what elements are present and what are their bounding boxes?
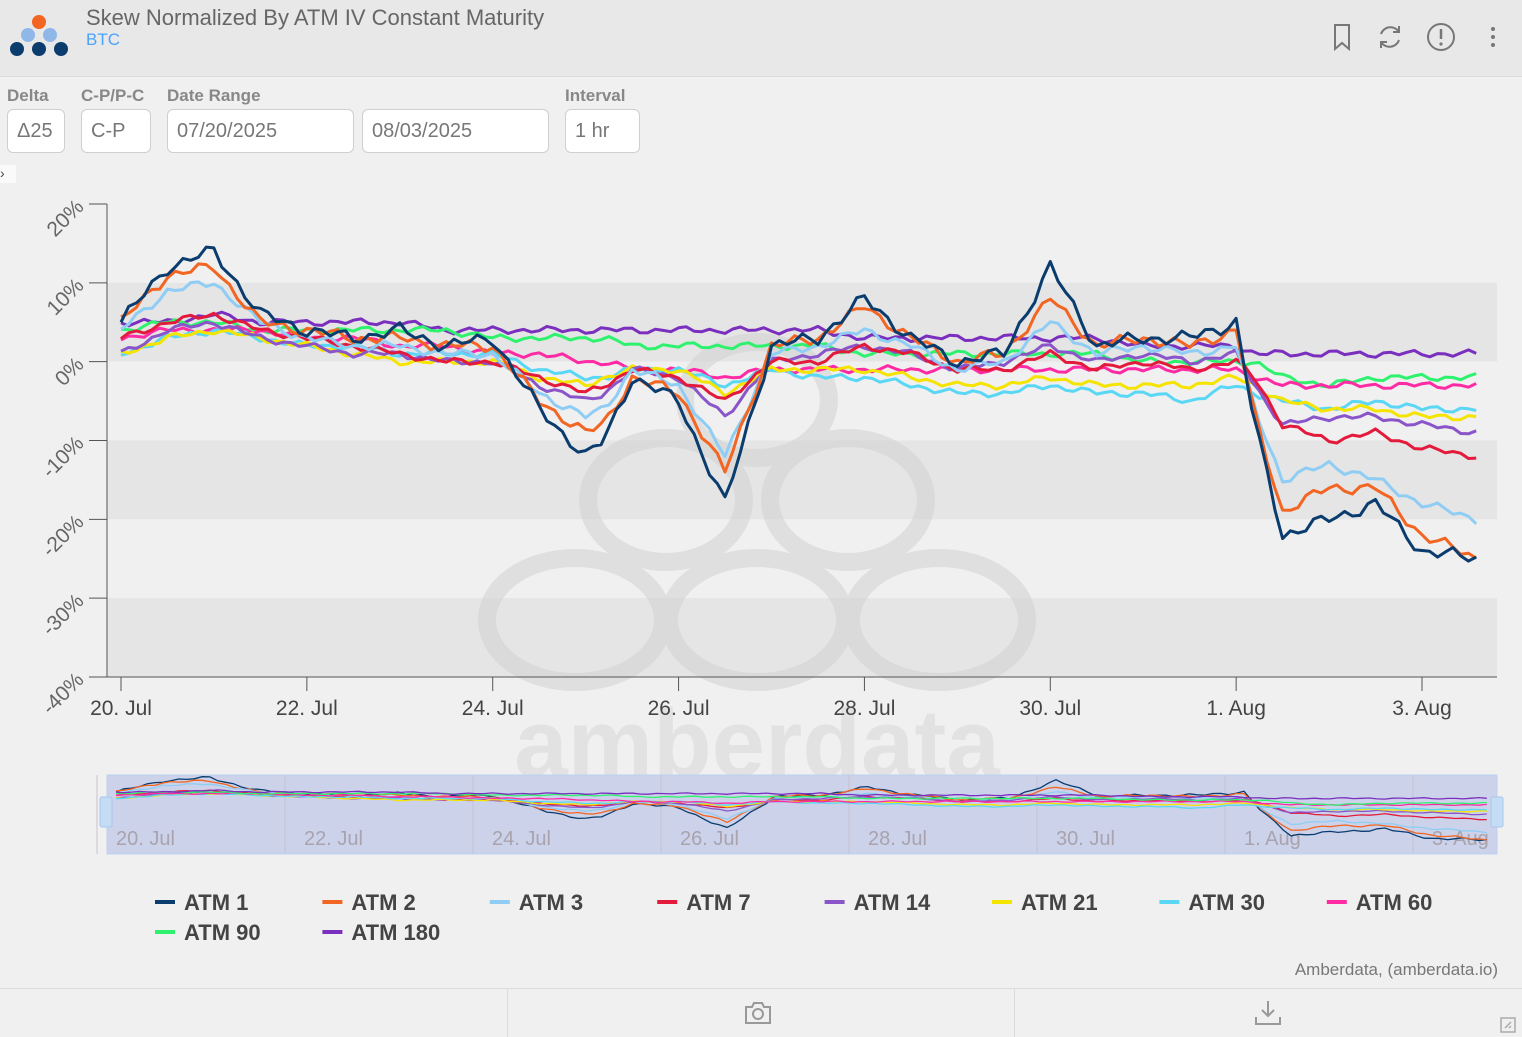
x-tick-label: 26. Jul [648, 697, 710, 720]
legend-label: ATM 7 [686, 890, 750, 915]
legend-label: ATM 90 [184, 920, 261, 945]
delta-label: Delta [7, 86, 49, 105]
chart-header: Skew Normalized By ATM IV Constant Matur… [0, 0, 1522, 77]
x-tick-label: 1. Aug [1206, 697, 1266, 720]
bookmark-icon[interactable] [1327, 22, 1357, 52]
navigator-label: 24. Jul [492, 828, 551, 850]
chart-footer [0, 988, 1522, 1037]
x-tick-label: 28. Jul [833, 697, 895, 720]
y-tick-label: -30% [38, 589, 89, 640]
asset-subtitle: BTC [86, 30, 120, 49]
amberdata-logo [10, 15, 68, 56]
y-tick-label: -20% [38, 511, 89, 562]
series-line-atm-7[interactable] [120, 311, 1477, 460]
navigator-line [115, 789, 1487, 800]
navigator-label: 30. Jul [1056, 828, 1115, 850]
resize-handle-icon[interactable] [1500, 1017, 1516, 1033]
interval-label: Interval [565, 86, 626, 105]
credit-text: Amberdata, (amberdata.io) [1295, 960, 1498, 979]
navigator-line [115, 790, 1487, 806]
legend-item[interactable]: ATM 2 [322, 890, 416, 915]
navigator-label: 1. Aug [1244, 828, 1301, 850]
legend-label: ATM 14 [854, 890, 931, 915]
x-tick-label: 24. Jul [462, 697, 524, 720]
refresh-icon[interactable] [1375, 22, 1405, 52]
x-tick-label: 20. Jul [90, 697, 152, 720]
cpc-select[interactable]: C-P [81, 109, 151, 153]
legend-label: ATM 1 [184, 890, 248, 915]
end-date-input[interactable]: 08/03/2025 [362, 109, 549, 153]
series-line-atm-90[interactable] [120, 318, 1477, 389]
legend-label: ATM 30 [1188, 890, 1265, 915]
series-lines [119, 245, 1478, 563]
legend-label: ATM 21 [1021, 890, 1098, 915]
y-tick-label: -40% [38, 668, 89, 719]
x-tick-label: 30. Jul [1019, 697, 1081, 720]
delta-select[interactable]: Δ25 [7, 109, 65, 153]
series-line-atm-1[interactable] [119, 245, 1477, 563]
legend-item[interactable]: ATM 7 [657, 890, 751, 915]
download-icon[interactable] [1253, 999, 1283, 1027]
x-tick-label: 22. Jul [276, 697, 338, 720]
series-line-atm-180[interactable] [120, 310, 1477, 359]
more-vertical-icon[interactable] [1478, 22, 1508, 52]
legend-item[interactable]: ATM 30 [1159, 890, 1265, 915]
navigator-line [115, 792, 1487, 811]
navigator[interactable]: 20. Jul 22. Jul 24. Jul 26. Jul 28. Jul 30. J… [96, 774, 1504, 855]
legend-item[interactable]: ATM 21 [992, 890, 1098, 915]
legend: ATM 1 ATM 2 ATM 3 ATM 7 ATM 14 ATM 21 ATM 30 AT… [155, 890, 1432, 945]
navigator-label: 22. Jul [304, 828, 363, 850]
navigator-label: 26. Jul [680, 828, 739, 850]
navigator-left-handle[interactable] [99, 796, 113, 828]
legend-item[interactable]: ATM 60 [1326, 890, 1433, 915]
y-tick-label: -10% [38, 432, 89, 483]
navigator-label: 3. Aug [1432, 828, 1489, 850]
interval-select[interactable]: 1 hr [565, 109, 640, 153]
legend-item[interactable]: ATM 14 [824, 890, 931, 915]
navigator-label: 28. Jul [868, 828, 927, 850]
legend-label: ATM 60 [1356, 890, 1433, 915]
start-date-input[interactable]: 07/20/2025 [167, 109, 354, 153]
y-tick-label: 0% [51, 353, 89, 391]
info-icon[interactable] [1426, 22, 1456, 52]
camera-icon[interactable] [743, 999, 773, 1027]
date-range-label: Date Range [167, 86, 261, 105]
navigator-label: 20. Jul [116, 828, 175, 850]
navigator-line [115, 792, 1487, 807]
navigator-right-handle[interactable] [1490, 796, 1504, 828]
legend-item[interactable]: ATM 180 [322, 920, 440, 945]
expand-panel-chevron-icon[interactable]: › [0, 165, 16, 183]
x-tick-label: 3. Aug [1392, 697, 1452, 720]
series-line-atm-14[interactable] [120, 320, 1477, 436]
chart-controls: Delta Δ25 C-P/P-C C-P Date Range 07/20/2… [0, 80, 1522, 170]
y-tick-label: 10% [43, 274, 89, 320]
y-tick-label: 20% [43, 195, 89, 241]
chart-title: Skew Normalized By ATM IV Constant Matur… [86, 5, 545, 30]
legend-label: ATM 3 [519, 890, 583, 915]
cpc-label: C-P/P-C [81, 86, 145, 105]
legend-item[interactable]: ATM 3 [489, 890, 583, 915]
legend-label: ATM 2 [351, 890, 415, 915]
legend-item[interactable]: ATM 90 [155, 920, 261, 945]
legend-label: ATM 180 [351, 920, 440, 945]
skew-chart: amberdata 20%10%0%-10%-20%-30%-40% 20. J… [38, 195, 1504, 979]
plot-band [107, 204, 1497, 283]
legend-item[interactable]: ATM 1 [155, 890, 248, 915]
series-line-atm-21[interactable] [120, 329, 1477, 422]
x-axis: 20. Jul 22. Jul 24. Jul 26. Jul 28. Jul 30. J… [90, 676, 1497, 720]
y-axis: 20% 10% 0% -10% -20% -30% -40% [38, 195, 108, 719]
